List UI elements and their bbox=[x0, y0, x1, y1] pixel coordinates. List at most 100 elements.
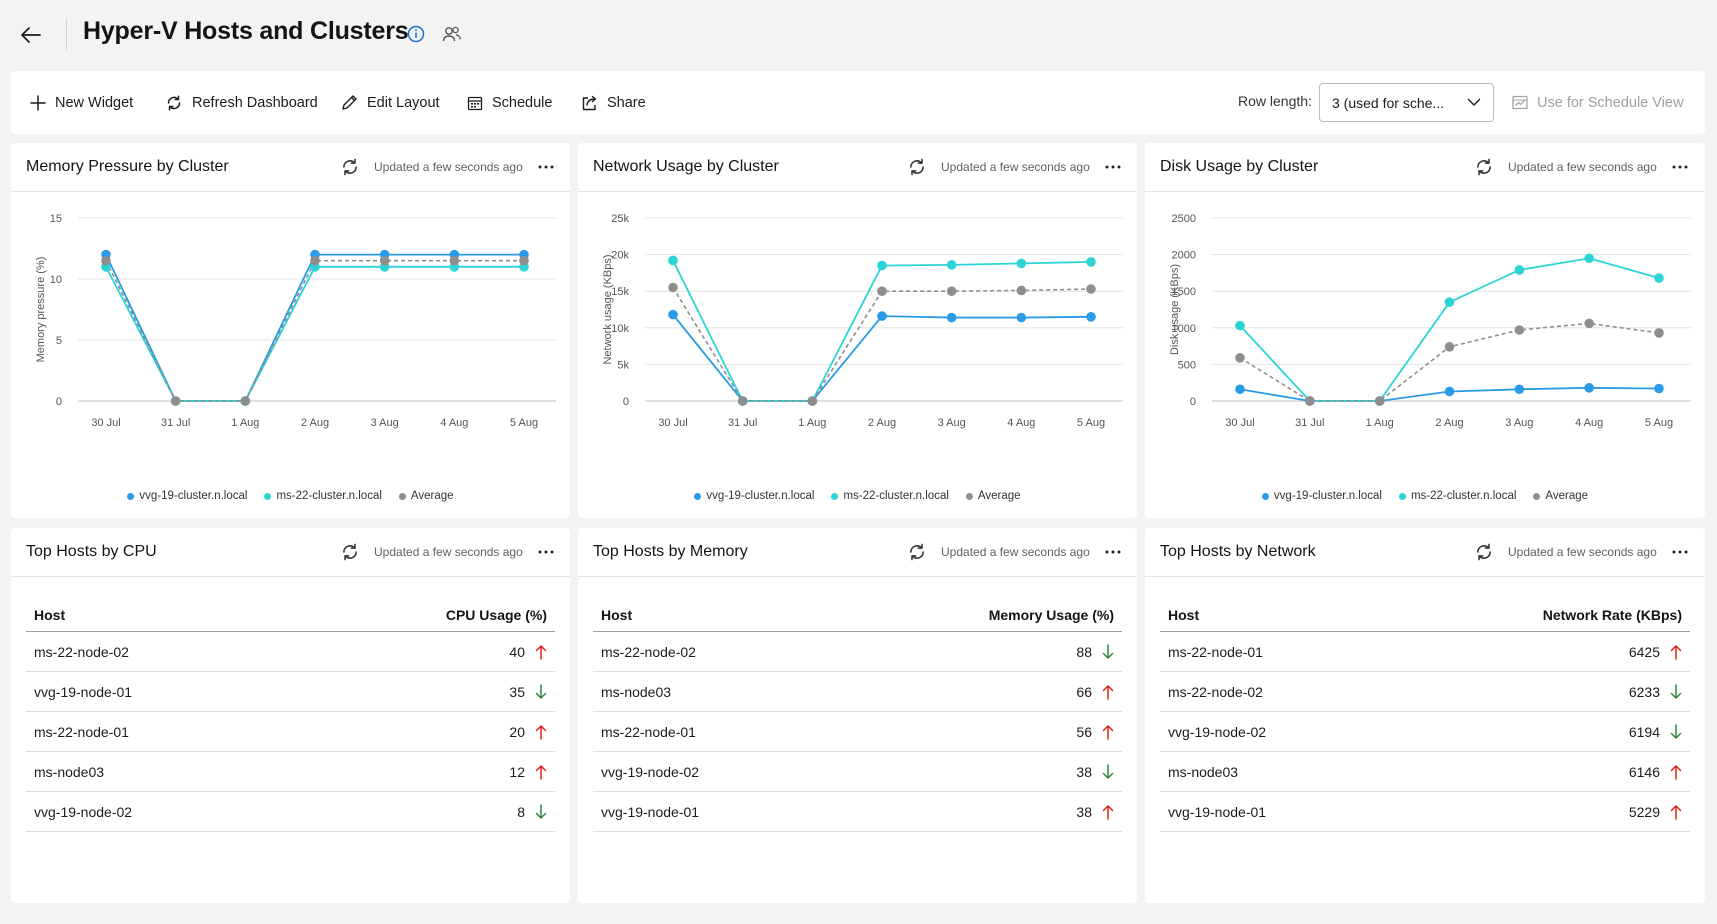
value-cell: 6146 bbox=[1629, 764, 1682, 780]
more-options-icon[interactable] bbox=[1669, 541, 1691, 563]
value-cell: 6194 bbox=[1629, 724, 1682, 740]
data-point bbox=[946, 286, 957, 296]
edit-layout-label: Edit Layout bbox=[367, 94, 440, 111]
trend-up-arrow-icon bbox=[535, 644, 547, 660]
share-button[interactable]: Share bbox=[581, 71, 646, 134]
legend-item-ms-22-cluster[interactable]: ms-22-cluster.n.local bbox=[831, 490, 949, 502]
table-row[interactable]: ms-22-node-01 6425 bbox=[1160, 632, 1690, 672]
info-icon[interactable] bbox=[407, 25, 425, 43]
legend-item-vvg-19-cluster[interactable]: vvg-19-cluster.n.local bbox=[694, 490, 814, 502]
metric-value: 6194 bbox=[1628, 723, 1660, 740]
row-length-select[interactable]: 3 (used for sche... bbox=[1319, 83, 1494, 122]
column-header-value[interactable]: CPU Usage (%) bbox=[445, 606, 547, 623]
more-options-icon[interactable] bbox=[535, 541, 557, 563]
new-widget-button[interactable]: New Widget bbox=[30, 71, 133, 134]
column-header-value[interactable]: Network Rate (KBps) bbox=[1542, 606, 1682, 623]
table-row[interactable]: ms-22-node-02 88 bbox=[593, 632, 1122, 672]
table-row[interactable]: vvg-19-node-02 8 bbox=[26, 792, 555, 832]
refresh-icon[interactable] bbox=[1474, 157, 1494, 177]
toolbar: New Widget Refresh Dashboard Edit Layout… bbox=[11, 71, 1705, 134]
metric-value: 5229 bbox=[1628, 803, 1660, 820]
more-options-icon[interactable] bbox=[1669, 156, 1691, 178]
schedule-button[interactable]: Schedule bbox=[467, 71, 552, 134]
legend-item-vvg-19-cluster[interactable]: vvg-19-cluster.n.local bbox=[1261, 490, 1382, 502]
y-tick-label: 1000 bbox=[1172, 323, 1196, 335]
widget-header: Disk Usage by Cluster Updated a few seco… bbox=[1145, 143, 1705, 192]
table-row[interactable]: ms-22-node-02 40 bbox=[26, 632, 555, 672]
table-row[interactable]: vvg-19-node-01 5229 bbox=[1160, 792, 1690, 832]
metric-value: 20 bbox=[509, 723, 525, 740]
table-header: Host Network Rate (KBps) bbox=[1160, 598, 1690, 632]
trend-up-arrow-icon bbox=[535, 724, 547, 740]
legend-item-average[interactable]: Average bbox=[965, 490, 1021, 502]
table-row[interactable]: ms-22-node-01 20 bbox=[26, 712, 555, 752]
calendar-icon bbox=[467, 96, 483, 110]
trend-up-arrow-icon bbox=[1670, 644, 1682, 660]
updated-status: Updated a few seconds ago bbox=[374, 160, 523, 174]
legend-item-ms-22-cluster[interactable]: ms-22-cluster.n.local bbox=[1398, 490, 1516, 502]
data-point bbox=[379, 255, 390, 266]
y-tick-label: 500 bbox=[1178, 359, 1196, 371]
widget-header: Top Hosts by Memory Updated a few second… bbox=[578, 528, 1137, 577]
table-row[interactable]: ms-node03 12 bbox=[26, 752, 555, 792]
x-tick-label: 1 Aug bbox=[231, 417, 259, 429]
x-tick-label: 3 Aug bbox=[938, 417, 966, 429]
legend-item-vvg-19-cluster[interactable]: vvg-19-cluster.n.local bbox=[127, 490, 247, 502]
use-for-schedule-view-label: Use for Schedule View bbox=[1537, 94, 1684, 111]
column-header-host[interactable]: Host bbox=[34, 606, 66, 623]
metric-value: 56 bbox=[1076, 723, 1092, 740]
x-tick-label: 4 Aug bbox=[1007, 417, 1035, 429]
refresh-dashboard-button[interactable]: Refresh Dashboard bbox=[165, 71, 318, 134]
refresh-icon[interactable] bbox=[907, 157, 927, 177]
share-icon bbox=[582, 95, 597, 110]
legend-item-average[interactable]: Average bbox=[398, 490, 454, 502]
table-row[interactable]: ms-node03 66 bbox=[593, 672, 1122, 712]
back-arrow-icon[interactable] bbox=[18, 22, 44, 48]
x-tick-label: 31 Jul bbox=[1295, 417, 1324, 429]
data-point bbox=[101, 255, 111, 266]
column-header-host[interactable]: Host bbox=[601, 606, 633, 623]
y-tick-label: 0 bbox=[1190, 396, 1196, 408]
table-row[interactable]: vvg-19-node-02 6194 bbox=[1160, 712, 1690, 752]
table-row[interactable]: vvg-19-node-02 38 bbox=[593, 752, 1122, 792]
more-options-icon[interactable] bbox=[1102, 156, 1124, 178]
table-row[interactable]: ms-22-node-01 56 bbox=[593, 712, 1122, 752]
column-header-host[interactable]: Host bbox=[1168, 606, 1200, 623]
table-row[interactable]: vvg-19-node-01 35 bbox=[26, 672, 555, 712]
trend-down-arrow-icon bbox=[1102, 763, 1114, 780]
refresh-icon[interactable] bbox=[340, 542, 360, 562]
host-name: ms-node03 bbox=[1168, 763, 1239, 780]
metric-value: 88 bbox=[1076, 643, 1092, 660]
table-row[interactable]: ms-node03 6146 bbox=[1160, 752, 1690, 792]
legend-item-ms-22-cluster[interactable]: ms-22-cluster.n.local bbox=[264, 490, 382, 502]
edit-layout-button[interactable]: Edit Layout bbox=[341, 71, 440, 134]
host-name: ms-22-node-02 bbox=[601, 643, 696, 660]
refresh-icon[interactable] bbox=[907, 542, 927, 562]
metric-value: 6146 bbox=[1628, 763, 1660, 780]
refresh-icon[interactable] bbox=[340, 157, 360, 177]
legend-item-average[interactable]: Average bbox=[1533, 490, 1588, 502]
data-point bbox=[1305, 396, 1315, 406]
more-options-icon[interactable] bbox=[535, 156, 557, 178]
data-point bbox=[1235, 384, 1245, 395]
users-icon[interactable] bbox=[442, 25, 462, 43]
data-point bbox=[1654, 383, 1664, 394]
trend-up-arrow-icon bbox=[1102, 724, 1114, 740]
data-point bbox=[1514, 384, 1525, 395]
data-point bbox=[1584, 318, 1594, 329]
y-axis-title: Network usage (KBps) bbox=[602, 254, 614, 364]
host-name: vvg-19-node-02 bbox=[1168, 723, 1267, 740]
host-name: ms-22-node-02 bbox=[1168, 683, 1263, 700]
hosts-table: Host Memory Usage (%) ms-22-node-02 88 ms-… bbox=[593, 598, 1122, 832]
more-options-icon[interactable] bbox=[1102, 541, 1124, 563]
table-row[interactable]: ms-22-node-02 6233 bbox=[1160, 672, 1690, 712]
table-row[interactable]: vvg-19-node-01 38 bbox=[593, 792, 1122, 832]
value-cell: 38 bbox=[1076, 764, 1114, 780]
refresh-icon[interactable] bbox=[1474, 542, 1494, 562]
use-for-schedule-view-button[interactable]: Use for Schedule View bbox=[1512, 71, 1683, 134]
disk-usage-chart: 0 500 1000 1500 2000 2500 30 Jul 31 Jul 1 Aug 2 A… bbox=[1169, 213, 1691, 429]
data-point bbox=[877, 286, 887, 296]
column-header-value[interactable]: Memory Usage (%) bbox=[988, 606, 1114, 623]
widget-title: Memory Pressure by Cluster bbox=[26, 158, 229, 175]
y-tick-label: 15k bbox=[611, 286, 629, 298]
